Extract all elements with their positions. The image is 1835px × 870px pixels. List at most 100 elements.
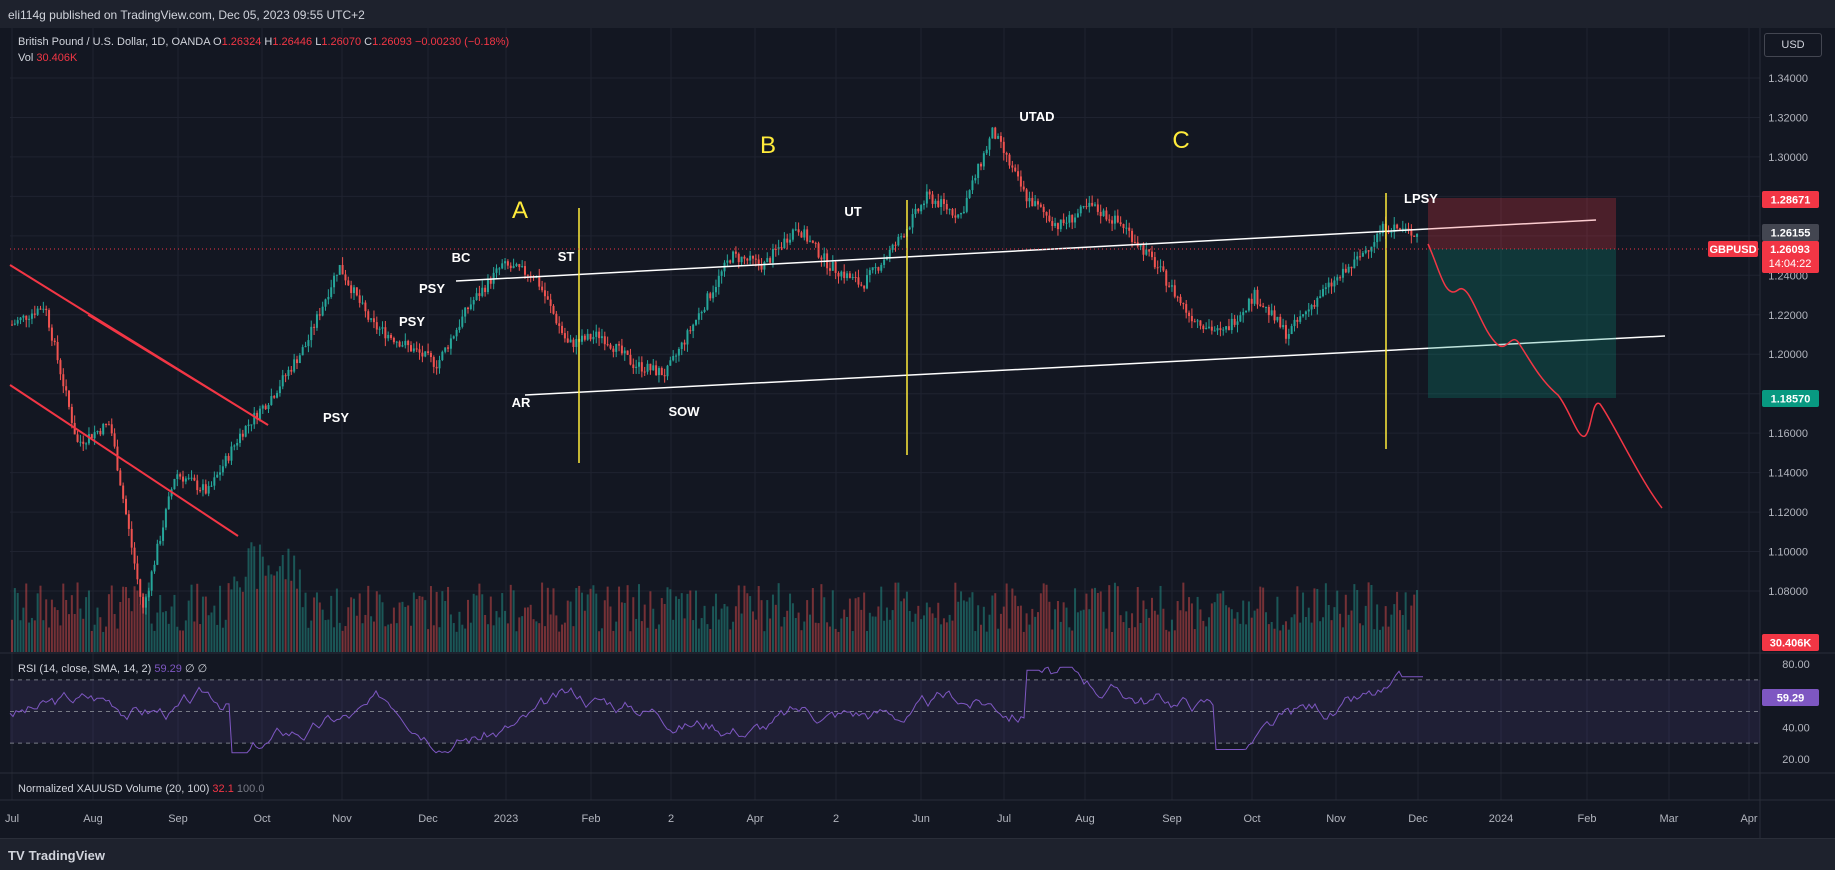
- volume-bar: [341, 630, 344, 652]
- candle-body: [1413, 235, 1416, 237]
- volume-bar: [535, 621, 538, 652]
- candle-body: [1230, 318, 1233, 331]
- change-value: −0.00230 (−0.18%): [414, 36, 510, 48]
- candle-body: [1242, 312, 1245, 316]
- candle-body: [301, 347, 304, 356]
- volume-bar: [1145, 609, 1148, 652]
- volume-bar: [980, 624, 982, 652]
- candle-body: [441, 351, 444, 361]
- candle-body: [162, 527, 165, 541]
- norm-value-2: 100.0: [236, 783, 265, 795]
- volume-bar: [196, 583, 199, 652]
- volume-bar: [45, 599, 48, 652]
- candle-body: [1056, 223, 1059, 230]
- candle-body: [1333, 280, 1336, 287]
- candle-body: [1014, 167, 1017, 172]
- volume-bar: [1153, 610, 1156, 652]
- volume-bar: [883, 620, 886, 652]
- candle-body: [96, 430, 99, 433]
- volume-bar: [1359, 623, 1362, 652]
- volume-bar: [447, 586, 450, 652]
- candle-body: [1208, 326, 1210, 328]
- volume-bar: [635, 618, 638, 652]
- volume-bar: [1025, 613, 1028, 652]
- annotation-a: A: [512, 197, 528, 224]
- volume-bar: [566, 600, 569, 652]
- candle-body: [127, 514, 130, 529]
- volume-bar: [1373, 629, 1376, 652]
- volume-bar: [1416, 590, 1419, 652]
- candle-body: [444, 347, 447, 352]
- volume-bar: [954, 582, 957, 652]
- candle-body: [1159, 266, 1162, 268]
- candle-body: [304, 346, 307, 348]
- volume-bar: [524, 607, 526, 652]
- volume-bar: [880, 586, 883, 652]
- candle-body: [592, 336, 595, 340]
- candle-body: [720, 271, 723, 276]
- y-tick-label: 1.12000: [1768, 507, 1808, 519]
- y-tick-label: 1.16000: [1768, 428, 1808, 440]
- candle-body: [957, 214, 960, 218]
- candle-body: [1393, 224, 1396, 232]
- volume-bar: [1407, 629, 1410, 652]
- candle-body: [509, 265, 512, 269]
- candle-body: [1316, 297, 1319, 307]
- candle-body: [1250, 298, 1253, 304]
- volume-bar: [11, 619, 13, 652]
- candle-body: [1376, 233, 1379, 243]
- volume-bar: [298, 569, 301, 652]
- candle-body: [506, 261, 509, 266]
- candle-body: [475, 293, 478, 301]
- volume-bar: [76, 582, 79, 652]
- rsi-label: RSI (14, close, SMA, 14, 2): [18, 663, 152, 675]
- candle-body: [809, 240, 811, 242]
- candle-body: [472, 300, 475, 305]
- candle-body: [1219, 328, 1222, 330]
- volume-bar: [1333, 607, 1336, 652]
- candle-body: [1273, 310, 1276, 321]
- candle-body: [823, 253, 826, 260]
- time-axis: Jul Aug Sep Oct Nov Dec 2023 Feb 2 Apr 2 Jun Jul Aug S…: [5, 813, 1758, 825]
- candle-body: [749, 255, 752, 261]
- volume-bar: [435, 591, 438, 652]
- volume-bar: [552, 588, 555, 652]
- volume-bar: [1156, 614, 1159, 652]
- volume-bar: [36, 593, 39, 652]
- candle-body: [1256, 289, 1259, 305]
- candle-body: [743, 256, 746, 259]
- volume-bar: [1136, 587, 1139, 652]
- volume-bar: [372, 621, 375, 652]
- annotation-ut: UT: [844, 204, 861, 219]
- tradingview-logo[interactable]: TV TradingView: [8, 848, 105, 863]
- volume-bar: [1014, 595, 1017, 652]
- candle-body: [1353, 259, 1356, 269]
- volume-bar: [122, 586, 125, 652]
- candle-body: [236, 442, 239, 446]
- candle-body: [894, 244, 897, 246]
- candle-body: [1182, 303, 1185, 305]
- volume-bar: [1267, 624, 1270, 652]
- currency-button[interactable]: USD: [1764, 33, 1822, 57]
- projection-path: [1427, 243, 1663, 509]
- volume-bar: [105, 626, 108, 652]
- volume-bar: [412, 592, 415, 652]
- volume-bar: [686, 593, 689, 652]
- volume-bar: [652, 608, 655, 652]
- candle-body: [378, 328, 381, 330]
- candle-body: [201, 484, 204, 491]
- volume-bar: [891, 610, 894, 652]
- volume-bar: [629, 631, 632, 652]
- candle-body: [600, 336, 603, 339]
- volume-legend: Vol 30.406K: [18, 52, 77, 64]
- candle-body: [518, 264, 521, 268]
- candle-body: [307, 340, 310, 347]
- volume-bar: [1185, 611, 1188, 652]
- candle-body: [258, 408, 261, 420]
- volume-bar: [999, 613, 1002, 652]
- volume-bar: [464, 628, 467, 652]
- volume-bar: [30, 617, 33, 652]
- volume-bar: [561, 624, 564, 652]
- volume-bar: [1413, 594, 1416, 652]
